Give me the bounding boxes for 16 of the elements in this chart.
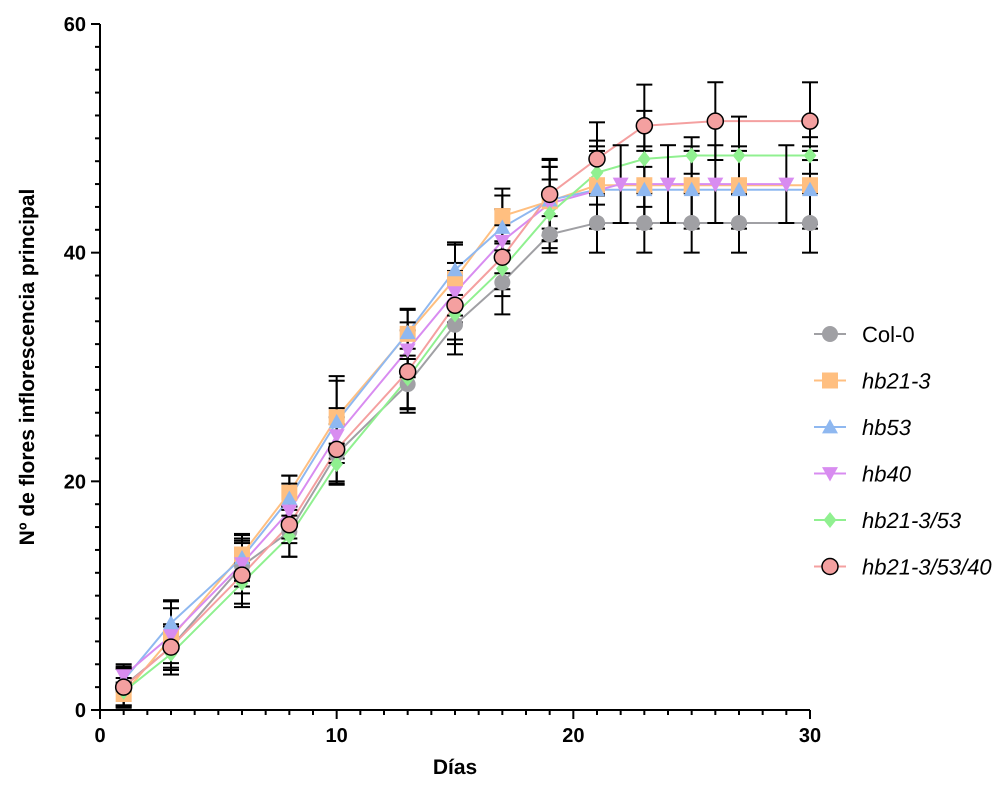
y-axis-title: Nº de flores inflorescencia principal	[16, 188, 39, 546]
legend-label: hb53	[862, 415, 912, 440]
x-tick-label: 10	[326, 725, 348, 747]
y-tick-label: 40	[64, 242, 86, 265]
y-tick-label: 60	[64, 14, 86, 36]
legend-label: Col-0	[862, 322, 915, 347]
y-tick-label: 20	[64, 471, 86, 494]
x-tick-label: 30	[798, 725, 822, 747]
legend-label: hb21-3/53/40	[862, 554, 992, 580]
x-tick-label: 0	[94, 725, 106, 747]
legend-label: hb40	[862, 462, 912, 486]
legend-label: hb21-3	[862, 368, 932, 394]
legend-label: hb21-3/53	[862, 508, 962, 533]
y-tick-label: 0	[74, 700, 86, 722]
x-tick-label: 20	[562, 725, 584, 747]
x-axis-title: Días	[432, 756, 478, 779]
